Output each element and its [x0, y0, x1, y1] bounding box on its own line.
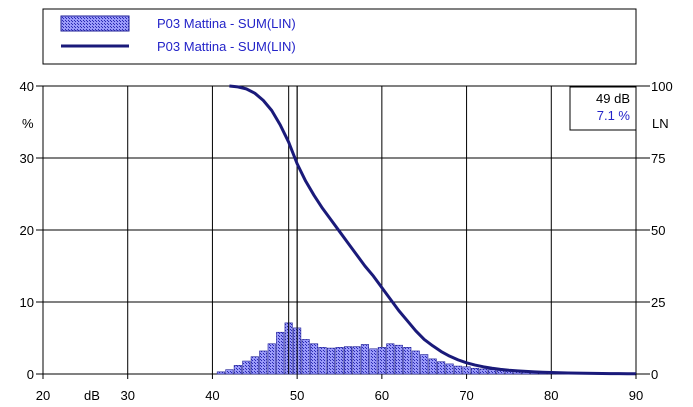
- histogram-bar: [394, 344, 403, 375]
- x-tick-label: 50: [290, 388, 304, 403]
- cursor-percent-value: 7.1 %: [597, 108, 631, 123]
- cursor-lines: [288, 86, 298, 374]
- histogram-bar: [386, 343, 395, 375]
- histogram-bar: [225, 369, 234, 375]
- y-right-tick-label: 75: [651, 151, 665, 166]
- histogram-bars: [216, 322, 632, 375]
- histogram-bar: [411, 350, 420, 375]
- legend-bar-swatch: [60, 15, 130, 32]
- legend-bar-label: P03 Mattina - SUM(LIN): [157, 16, 296, 31]
- y-right-tick-label: 100: [651, 79, 673, 94]
- histogram-bar: [360, 344, 369, 375]
- cumulative-ln-curve: [229, 84, 637, 376]
- y-right-tick-label: 50: [651, 223, 665, 238]
- legend: P03 Mattina - SUM(LIN) P03 Mattina - SUM…: [42, 8, 637, 65]
- histogram-bar: [437, 361, 446, 375]
- histogram-bar: [471, 367, 480, 375]
- histogram-bar: [326, 347, 336, 375]
- histogram-bar: [301, 339, 310, 375]
- cursor-db-value: 49 dB: [596, 91, 630, 106]
- histogram-bar: [343, 346, 353, 375]
- histogram-bar: [335, 347, 344, 375]
- x-tick-label: 20: [36, 388, 50, 403]
- x-tick-label: 30: [120, 388, 134, 403]
- histogram-bar: [259, 350, 268, 375]
- x-axis-label: dB: [84, 388, 100, 403]
- cursor-readout-box: [569, 86, 637, 131]
- histogram-bar: [250, 356, 259, 375]
- y-right-tick-label: 25: [651, 295, 665, 310]
- histogram-bar: [428, 358, 437, 375]
- histogram-bar: [369, 348, 378, 375]
- histogram-bar: [403, 347, 412, 375]
- histogram-bar: [454, 365, 463, 375]
- histogram-bar: [479, 368, 488, 375]
- x-tick-label: 70: [459, 388, 473, 403]
- y-right-axis-label: LN: [652, 116, 669, 131]
- histogram-bar: [276, 331, 285, 375]
- histogram-bar: [487, 369, 497, 375]
- histogram-bar: [462, 366, 471, 375]
- cursor-readout: 49 dB 7.1 %: [569, 86, 637, 131]
- histogram-bar: [318, 347, 327, 375]
- histogram-bar: [233, 365, 242, 375]
- y-left-tick-label: 20: [20, 223, 34, 238]
- axes: 20 30 40 50 60 70 80 90 0 10 20 30 40 0 25 50 75 100: [20, 79, 673, 403]
- histogram-bar: [420, 354, 429, 375]
- histogram-bar: [352, 346, 361, 375]
- y-left-tick-label: 30: [20, 151, 34, 166]
- legend-line-label: P03 Mattina - SUM(LIN): [157, 39, 296, 54]
- y-left-tick-label: 0: [27, 367, 34, 382]
- x-tick-label: 80: [544, 388, 558, 403]
- histogram-bar: [242, 360, 251, 375]
- y-left-tick-label: 40: [20, 79, 34, 94]
- histogram-bar: [267, 343, 276, 375]
- histogram-bar: [445, 363, 454, 375]
- y-left-axis-label: %: [22, 116, 34, 131]
- legend-frame: [42, 8, 637, 65]
- x-tick-label: 60: [375, 388, 389, 403]
- x-tick-label: 40: [205, 388, 219, 403]
- x-tick-label: 90: [629, 388, 643, 403]
- histogram-bar: [216, 371, 225, 375]
- y-left-tick-label: 10: [20, 295, 34, 310]
- histogram-bar: [310, 343, 319, 375]
- histogram-bar: [377, 347, 386, 375]
- y-right-tick-label: 0: [651, 367, 658, 382]
